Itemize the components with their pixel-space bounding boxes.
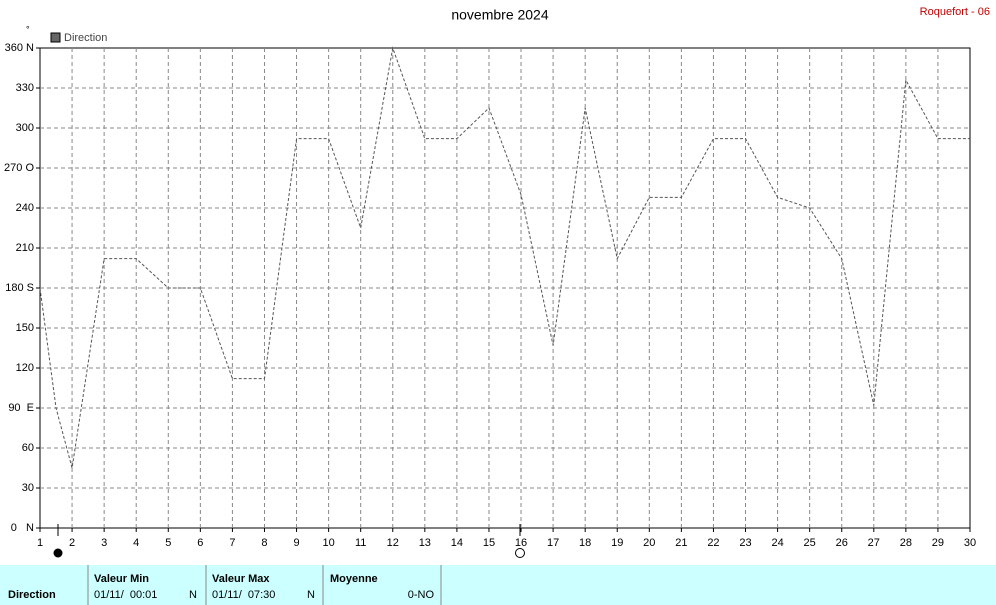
- x-tick-label: 7: [229, 537, 235, 549]
- y-tick-label: 270 O: [4, 162, 34, 174]
- x-tick-label: 2: [69, 537, 75, 549]
- x-tick-label: 1: [37, 537, 43, 549]
- y-tick-label: 90 E: [8, 402, 34, 414]
- max-value: N: [307, 589, 315, 601]
- x-tick-label: 11: [355, 537, 366, 549]
- max-title: Valeur Max: [212, 573, 270, 585]
- unit: °: [26, 24, 30, 34]
- x-tick-label: 3: [101, 537, 107, 549]
- x-tick-label: 26: [836, 537, 848, 549]
- x-tick-label: 15: [483, 537, 495, 549]
- x-tick-label: 22: [707, 537, 719, 549]
- legend-label: Direction: [64, 32, 107, 44]
- x-tick-label: 29: [932, 537, 944, 549]
- summary-panel: [0, 565, 996, 605]
- x-tick-label: 30: [964, 537, 976, 549]
- x-tick-label: 10: [322, 537, 334, 549]
- y-tick-label: 300: [16, 122, 34, 134]
- min-time: 01/11/ 00:01: [94, 589, 157, 601]
- y-tick-label: 240: [16, 202, 34, 214]
- y-tick-label: 150: [16, 322, 34, 334]
- y-tick-label: 360 N: [5, 42, 34, 54]
- y-tick-label: 180 S: [5, 282, 34, 294]
- y-tick-label: 210: [16, 242, 34, 254]
- x-tick-label: 4: [133, 537, 139, 549]
- x-tick-label: 24: [771, 537, 783, 549]
- y-tick-label: 330: [16, 82, 34, 94]
- cursor-end-marker: [515, 548, 525, 558]
- mean-value: 0-NO: [408, 589, 435, 601]
- x-tick-label: 6: [197, 537, 203, 549]
- x-tick-label: 5: [165, 537, 171, 549]
- x-tick-label: 14: [451, 537, 463, 549]
- cursor-start-marker: [53, 548, 63, 558]
- x-tick-label: 20: [643, 537, 655, 549]
- max-time: 01/11/ 07:30: [212, 589, 275, 601]
- x-tick-label: 16: [515, 537, 527, 549]
- legend-swatch: [50, 32, 61, 43]
- y-tick-label: 30: [22, 482, 34, 494]
- summary-label: Direction: [8, 589, 56, 601]
- series-line: [39, 46, 970, 469]
- mean-title: Moyenne: [330, 573, 378, 585]
- x-tick-label: 21: [675, 537, 687, 549]
- x-tick-label: 13: [419, 537, 431, 549]
- x-tick-label: 17: [547, 537, 559, 549]
- y-tick-label: 60: [22, 442, 34, 454]
- station-name: Roquefort - 06: [920, 6, 990, 18]
- x-tick-label: 12: [387, 537, 399, 549]
- x-tick-label: 18: [579, 537, 591, 549]
- x-tick-label: 28: [900, 537, 912, 549]
- x-tick-label: 8: [261, 537, 267, 549]
- x-tick-label: 27: [868, 537, 880, 549]
- min-value: N: [189, 589, 197, 601]
- x-tick-label: 9: [293, 537, 299, 549]
- y-tick-label: 120: [16, 362, 34, 374]
- x-tick-label: 23: [739, 537, 751, 549]
- x-tick-label: 19: [611, 537, 623, 549]
- min-title: Valeur Min: [94, 573, 149, 585]
- x-tick-label: 25: [804, 537, 816, 549]
- plot: [39, 46, 970, 528]
- chart-title: novembre 2024: [451, 7, 549, 23]
- y-tick-label: 0 N: [11, 522, 34, 534]
